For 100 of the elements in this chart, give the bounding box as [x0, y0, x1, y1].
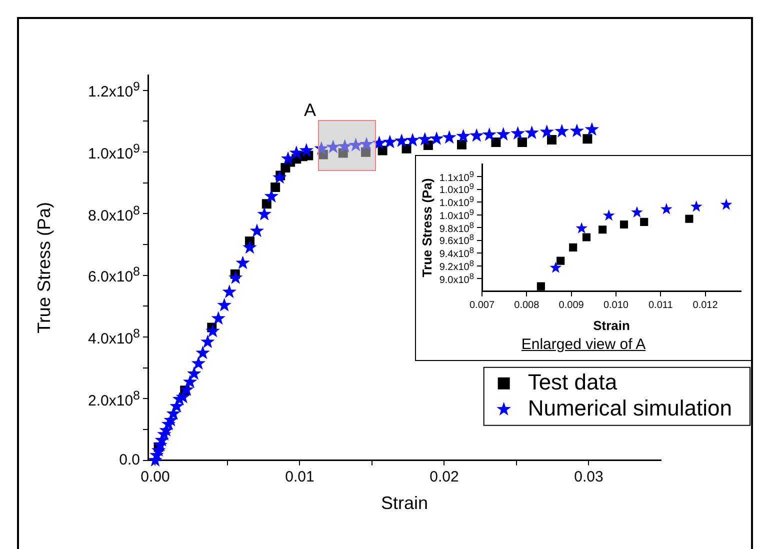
- point: [576, 222, 588, 234]
- point: [640, 218, 648, 226]
- point: [326, 140, 340, 154]
- y-tick-label: 1.1x10$^{9}$: [439, 168, 474, 184]
- point: [442, 130, 456, 144]
- point: [222, 284, 236, 298]
- y-tick-label: 8.0x10$^{8}$: [88, 203, 140, 224]
- point: [182, 374, 198, 388]
- point: [191, 356, 206, 370]
- x-axis-title: Strain: [380, 493, 428, 514]
- point: [660, 202, 672, 214]
- point: [402, 144, 412, 154]
- y-tick-label: 1.0x10$^{9}$: [439, 206, 474, 222]
- point: [200, 334, 215, 348]
- point: [359, 136, 374, 150]
- point: [550, 262, 562, 273]
- annotation: Enlarged view of A: [520, 336, 647, 353]
- y-tick-label: 1.0x10$^{9}$: [88, 142, 140, 163]
- x-tick-label: 0.011: [648, 300, 674, 312]
- point: [262, 199, 272, 209]
- point: [250, 224, 264, 238]
- point: [280, 151, 296, 165]
- x-tick-label: 0.007: [469, 300, 495, 312]
- point: [264, 188, 279, 203]
- point: [180, 382, 194, 396]
- point: [570, 124, 584, 138]
- x-axis-title: Strain: [593, 318, 630, 333]
- point: [314, 141, 329, 155]
- point: [236, 256, 250, 270]
- point: [496, 127, 510, 141]
- point: [361, 147, 371, 157]
- x-tick-label: 0.03: [574, 468, 604, 486]
- point: [690, 200, 702, 212]
- point: [524, 125, 539, 140]
- point: [211, 311, 226, 325]
- point: [378, 146, 388, 156]
- point: [289, 146, 304, 160]
- y-tick-label: 0.0: [119, 452, 140, 469]
- point: [394, 133, 409, 148]
- point: [372, 136, 386, 150]
- point: [166, 406, 181, 420]
- point: [547, 135, 556, 144]
- point: [540, 124, 554, 138]
- point: [556, 256, 565, 265]
- point: [582, 233, 591, 242]
- x-tick-label: 0.012: [692, 300, 718, 312]
- y-tick-label: 1.0x10$^{9}$: [439, 194, 474, 210]
- point: [554, 124, 569, 138]
- point: [429, 131, 444, 145]
- point: [348, 138, 363, 152]
- y-tick-label: 9.4x10$^{8}$: [439, 245, 474, 260]
- y-tick-label: 9.8x10$^{8}$: [439, 220, 474, 235]
- point: [598, 226, 607, 234]
- point: [272, 170, 287, 184]
- y-tick-label: 9.0x10$^{8}$: [439, 270, 474, 286]
- legend-label: Test data: [528, 369, 618, 394]
- point: [569, 243, 578, 252]
- point: [299, 143, 314, 157]
- legend-label: Numerical simulation: [528, 395, 732, 420]
- point: [602, 209, 615, 221]
- annotation: A: [304, 100, 316, 120]
- point: [382, 134, 398, 148]
- x-tick-label: 0.009: [558, 300, 584, 312]
- y-tick-label: 9.2x10$^{8}$: [439, 258, 474, 274]
- x-tick-label: 0.01: [285, 468, 314, 486]
- y-axis-title: True Stress (Pa): [34, 202, 54, 334]
- point: [456, 128, 470, 142]
- point: [469, 128, 484, 142]
- y-tick-label: 4.0x10$^{8}$: [88, 326, 140, 348]
- point: [217, 298, 232, 312]
- point: [720, 198, 732, 210]
- point: [228, 270, 243, 284]
- point: [405, 132, 420, 146]
- point: [257, 206, 272, 220]
- point: [620, 220, 628, 229]
- point: [176, 390, 190, 404]
- point: [491, 137, 501, 147]
- point: [242, 240, 257, 254]
- point: [510, 126, 525, 140]
- point: [196, 346, 210, 360]
- y-tick-label: 1.0x10$^{9}$: [439, 181, 474, 197]
- x-tick-label: 0.02: [430, 468, 459, 486]
- point: [631, 206, 643, 218]
- y-tick-label: 1.2x10$^{9}$: [88, 80, 140, 101]
- y-axis-title: True Stress (Pa): [419, 178, 434, 278]
- y-tick-label: 2.0x10$^{8}$: [88, 388, 140, 410]
- point: [482, 127, 496, 141]
- point: [584, 122, 600, 136]
- point: [186, 366, 202, 380]
- point: [685, 214, 694, 223]
- y-tick-label: 6.0x10$^{8}$: [88, 264, 140, 286]
- x-tick-label: 0.010: [603, 300, 629, 312]
- point: [418, 132, 432, 146]
- point: [456, 140, 466, 150]
- x-tick-label: 0.008: [514, 300, 540, 312]
- point: [206, 324, 220, 338]
- point: [582, 134, 592, 144]
- y-tick-label: 9.6x10$^{8}$: [439, 232, 474, 248]
- x-tick-label: 0.00: [140, 468, 170, 486]
- point: [536, 282, 545, 290]
